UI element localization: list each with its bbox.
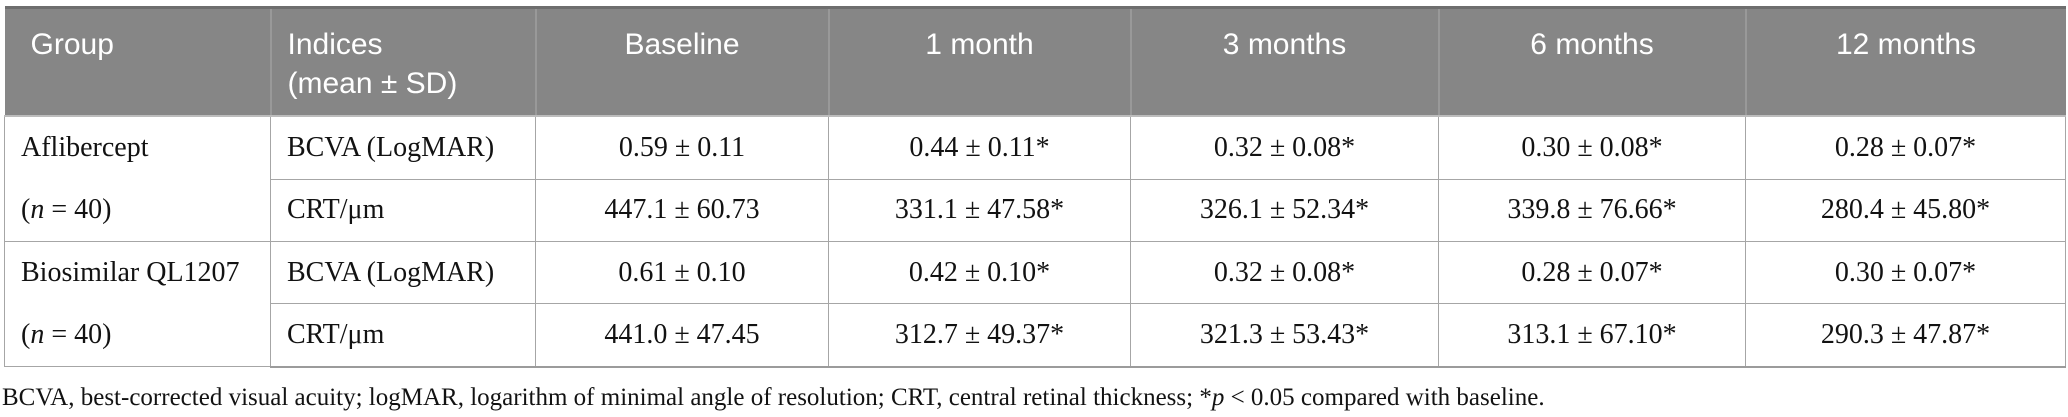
header-cell-group: Group <box>4 6 271 117</box>
indices-cell: BCVA (LogMAR) <box>270 240 536 305</box>
group-name: Aflibercept <box>21 132 149 163</box>
table-footnote: BCVA, best-corrected visual acuity; logM… <box>2 384 2068 412</box>
value-cell: 0.28 ± 0.07* <box>1438 240 1746 305</box>
value-cell: 0.28 ± 0.07* <box>1745 115 2066 180</box>
table-body: Aflibercept (n = 40) BCVA (LogMAR) 0.59 … <box>4 115 2066 368</box>
value-cell: 0.61 ± 0.10 <box>535 240 829 305</box>
footnote-text: BCVA, best-corrected visual acuity; logM… <box>2 383 1212 411</box>
value-cell: 280.4 ± 45.80* <box>1745 178 2066 242</box>
value-cell: 447.1 ± 60.73 <box>535 178 829 242</box>
value-cell: 0.42 ± 0.10* <box>828 240 1131 305</box>
group-cell-aflibercept: Aflibercept (n = 40) <box>4 115 271 242</box>
indices-cell: BCVA (LogMAR) <box>270 115 536 180</box>
header-cell-baseline: Baseline <box>534 6 829 117</box>
value-cell: 0.32 ± 0.08* <box>1130 240 1439 305</box>
value-cell: 441.0 ± 47.45 <box>535 303 829 368</box>
table-row: Biosimilar QL1207 (n = 40) BCVA (LogMAR)… <box>4 240 2066 367</box>
table-row: CRT/μm 441.0 ± 47.45 312.7 ± 49.37* 321.… <box>5 303 2066 368</box>
header-cell-3-months: 3 months <box>1129 6 1439 117</box>
group-cell-biosimilar-ql1207: Biosimilar QL1207 (n = 40) <box>4 241 271 367</box>
value-cell: 290.3 ± 47.87* <box>1745 303 2066 368</box>
header-indices-line2: (mean ± SD) <box>287 67 458 100</box>
group-n-label: (n = 40) <box>21 194 112 225</box>
value-cell: 339.8 ± 76.66* <box>1438 178 1746 242</box>
group-name: Biosimilar QL1207 <box>21 257 240 288</box>
value-cell: 0.30 ± 0.07* <box>1745 240 2066 305</box>
header-cell-indices: Indices (mean ± SD) <box>269 6 536 117</box>
header-cell-1-month: 1 month <box>827 6 1131 117</box>
value-cell: 312.7 ± 49.37* <box>828 303 1131 368</box>
indices-cell: CRT/μm <box>270 303 536 368</box>
table-row: CRT/μm 447.1 ± 60.73 331.1 ± 47.58* 326.… <box>5 178 2066 242</box>
value-cell: 0.44 ± 0.11* <box>828 115 1131 180</box>
header-indices-line1: Indices <box>287 28 383 61</box>
footnote-text: < 0.05 compared with baseline. <box>1224 383 1545 411</box>
indices-cell: CRT/μm <box>270 178 536 242</box>
value-cell: 321.3 ± 53.43* <box>1130 303 1439 368</box>
group-n-label: (n = 40) <box>21 319 112 350</box>
header-group-label: Group <box>30 28 114 61</box>
value-cell: 0.32 ± 0.08* <box>1130 115 1439 180</box>
header-cell-12-months: 12 months <box>1744 6 2066 117</box>
table-row: Aflibercept (n = 40) BCVA (LogMAR) 0.59 … <box>4 115 2066 242</box>
results-table: Group Indices (mean ± SD) Baseline 1 mon… <box>4 6 2066 368</box>
value-cell: 313.1 ± 67.10* <box>1438 303 1746 368</box>
value-cell: 331.1 ± 47.58* <box>828 178 1131 242</box>
header-cell-6-months: 6 months <box>1437 6 1746 117</box>
value-cell: 0.59 ± 0.11 <box>535 115 829 180</box>
value-cell: 0.30 ± 0.08* <box>1438 115 1746 180</box>
footnote-p-symbol: p <box>1211 383 1225 411</box>
value-cell: 326.1 ± 52.34* <box>1130 178 1439 242</box>
table-header: Group Indices (mean ± SD) Baseline 1 mon… <box>4 6 2066 117</box>
